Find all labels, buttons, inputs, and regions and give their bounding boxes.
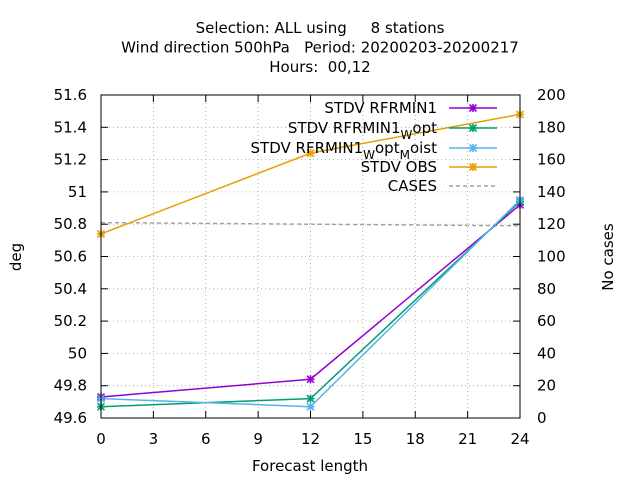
y-tick-label: 50.2	[54, 312, 87, 330]
legend-entry: CASES	[388, 177, 497, 195]
legend-label-part: opt	[412, 119, 437, 137]
x-axis-ticks: 0 3 6 9 12 15 18 21 24	[96, 95, 530, 448]
y2-tick-label: 60	[537, 312, 556, 330]
x-tick-label: 21	[458, 430, 477, 448]
y2-tick-label: 100	[537, 248, 566, 266]
y2-tick-label: 160	[537, 151, 566, 169]
legend-entry: STDV RFRMIN1Wopt	[288, 119, 497, 142]
data-point	[306, 402, 315, 411]
data-point	[468, 103, 478, 113]
series-line	[100, 204, 521, 398]
x-axis-label: Forecast length	[252, 457, 368, 475]
chart-title: Selection: ALL using 8 stations Wind dire…	[121, 19, 519, 76]
legend-label: CASES	[388, 177, 437, 195]
y-tick-label: 51.6	[54, 86, 87, 104]
y-tick-label: 51	[68, 183, 87, 201]
y-tick-label: 50.4	[54, 280, 87, 298]
x-tick-label: 9	[253, 430, 263, 448]
x-tick-label: 18	[406, 430, 425, 448]
legend-label: STDV RFRMIN1Wopt	[288, 119, 437, 142]
y2-axis-label: No cases	[599, 223, 617, 291]
title-line: Wind direction 500hPa Period: 20200203-2…	[121, 39, 519, 57]
x-tick-label: 12	[301, 430, 320, 448]
y-tick-label: 50	[68, 344, 87, 362]
x-tick-label: 3	[149, 430, 159, 448]
legend-label-part: oist	[410, 139, 437, 157]
y-tick-label: 50.6	[54, 248, 87, 266]
data-point	[468, 162, 478, 172]
legend-entry: STDV RFRMIN1WoptMoist	[251, 139, 497, 162]
y2-tick-label: 120	[537, 215, 566, 233]
y2-tick-label: 180	[537, 118, 566, 136]
y2-tick-label: 200	[537, 86, 566, 104]
legend-entry: STDV RFRMIN1	[324, 99, 497, 117]
legend-label: STDV RFRMIN1	[324, 99, 437, 117]
x-tick-label: 6	[201, 430, 211, 448]
x-tick-label: 0	[96, 430, 106, 448]
legend-label-part: W	[401, 128, 413, 142]
title-line: Hours: 00,12	[269, 58, 370, 76]
legend-label-part: opt	[375, 139, 400, 157]
x-tick-label: 15	[353, 430, 372, 448]
title-line: Selection: ALL using 8 stations	[196, 19, 445, 37]
y-axis-label: deg	[7, 243, 25, 271]
y-tick-label: 49.8	[54, 377, 87, 395]
y-axis-ticks: 49.6 49.8 50 50.2 50.4 50.6 50.8 51 51.2 51.4 51.6	[54, 86, 108, 427]
y2-tick-label: 140	[537, 183, 566, 201]
y2-axis-ticks: 0 20 40 60 80 100 120 140 160 180 200	[513, 86, 566, 427]
data-point	[306, 149, 315, 158]
legend-label: STDV RFRMIN1WoptMoist	[251, 139, 438, 162]
data-point	[306, 394, 315, 403]
y-tick-label: 49.6	[54, 409, 87, 427]
legend-label-part: M	[400, 148, 410, 162]
y2-tick-label: 80	[537, 280, 556, 298]
legend-label-part: STDV RFRMIN1	[251, 139, 364, 157]
y2-tick-label: 0	[537, 409, 547, 427]
y-tick-label: 51.2	[54, 151, 87, 169]
data-point	[468, 143, 478, 153]
y2-tick-label: 20	[537, 377, 556, 395]
y2-tick-label: 40	[537, 344, 556, 362]
data-point	[306, 375, 315, 384]
legend-entry: STDV OBS	[361, 158, 497, 176]
y-tick-label: 51.4	[54, 118, 87, 136]
legend-label-part: STDV RFRMIN1	[288, 119, 401, 137]
x-tick-label: 24	[510, 430, 529, 448]
y-tick-label: 50.8	[54, 215, 87, 233]
legend-label-part: W	[363, 148, 375, 162]
legend-label: STDV OBS	[361, 158, 437, 176]
data-point	[468, 123, 478, 133]
